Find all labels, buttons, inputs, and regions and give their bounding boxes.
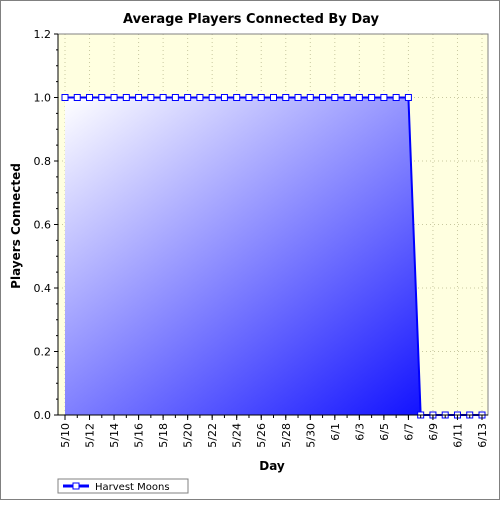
x-tick-label: 6/13 [476, 423, 489, 448]
data-point [98, 94, 106, 101]
x-tick-label: 6/11 [451, 423, 464, 448]
y-tick-label: 0.8 [34, 155, 52, 168]
x-tick-label: 5/24 [231, 423, 244, 448]
data-point [380, 94, 388, 101]
data-points [61, 94, 486, 419]
x-tick-label: 5/16 [133, 423, 146, 448]
data-point [61, 94, 69, 101]
y-tick-label: 0.6 [34, 219, 52, 232]
x-tick-label: 5/12 [84, 423, 97, 448]
y-tick-label: 0.0 [34, 409, 52, 422]
x-tick-label: 5/18 [157, 423, 170, 448]
data-point [331, 94, 339, 101]
y-tick-label: 1.2 [34, 28, 52, 41]
x-tick-label: 6/7 [402, 423, 415, 441]
x-tick-label: 6/9 [427, 423, 440, 441]
data-point [233, 94, 241, 101]
data-point [368, 94, 376, 101]
data-point [343, 94, 351, 101]
legend-label-harvest-moons: Harvest Moons [95, 482, 170, 493]
y-tick-label: 0.4 [34, 282, 52, 295]
data-point [159, 94, 167, 101]
axes: 0.0 0.2 0.4 0.6 0.8 1.0 1.2 5/10 5/12 5/14 5/16 5/1… [34, 28, 490, 448]
area-fill-harvest-moons [65, 97, 482, 415]
x-tick-label: 5/14 [108, 423, 121, 448]
data-point [147, 94, 155, 101]
data-point [110, 94, 118, 101]
data-point [294, 94, 302, 101]
data-point [355, 94, 363, 101]
data-point [208, 94, 216, 101]
y-axis-label: Players Connected [9, 163, 23, 289]
y-tick-label: 1.0 [34, 92, 52, 105]
data-point [220, 94, 228, 101]
data-point [73, 94, 81, 101]
x-tick-label: 6/3 [353, 423, 366, 441]
legend: Harvest Moons [57, 478, 189, 494]
area-fill [65, 97, 482, 415]
data-point [135, 94, 143, 101]
x-tick-label: 5/26 [255, 423, 268, 448]
y-tick-label: 0.2 [34, 346, 52, 359]
data-point [306, 94, 314, 101]
x-tick-label: 5/28 [280, 423, 293, 448]
data-point [270, 94, 277, 101]
x-tick-label: 5/20 [182, 423, 195, 448]
chart-title: Average Players Connected By Day [123, 12, 379, 27]
data-point [245, 94, 253, 101]
x-axis-label: Day [259, 459, 285, 473]
data-point [404, 94, 412, 101]
legend-box [57, 478, 189, 494]
data-point [282, 94, 290, 101]
data-point [196, 94, 204, 101]
data-point [86, 94, 94, 101]
x-tick-label: 6/1 [329, 423, 342, 441]
data-point [392, 94, 400, 101]
data-point [319, 94, 327, 101]
data-point [171, 94, 179, 101]
x-tick-label: 6/5 [378, 423, 391, 441]
x-tick-label: 5/22 [206, 423, 219, 448]
legend-swatch-marker [72, 482, 80, 490]
x-tick-label: 5/30 [304, 423, 317, 448]
data-point [184, 94, 192, 101]
x-tick-label: 5/10 [59, 423, 72, 448]
data-point [257, 94, 265, 101]
data-point [122, 94, 130, 101]
